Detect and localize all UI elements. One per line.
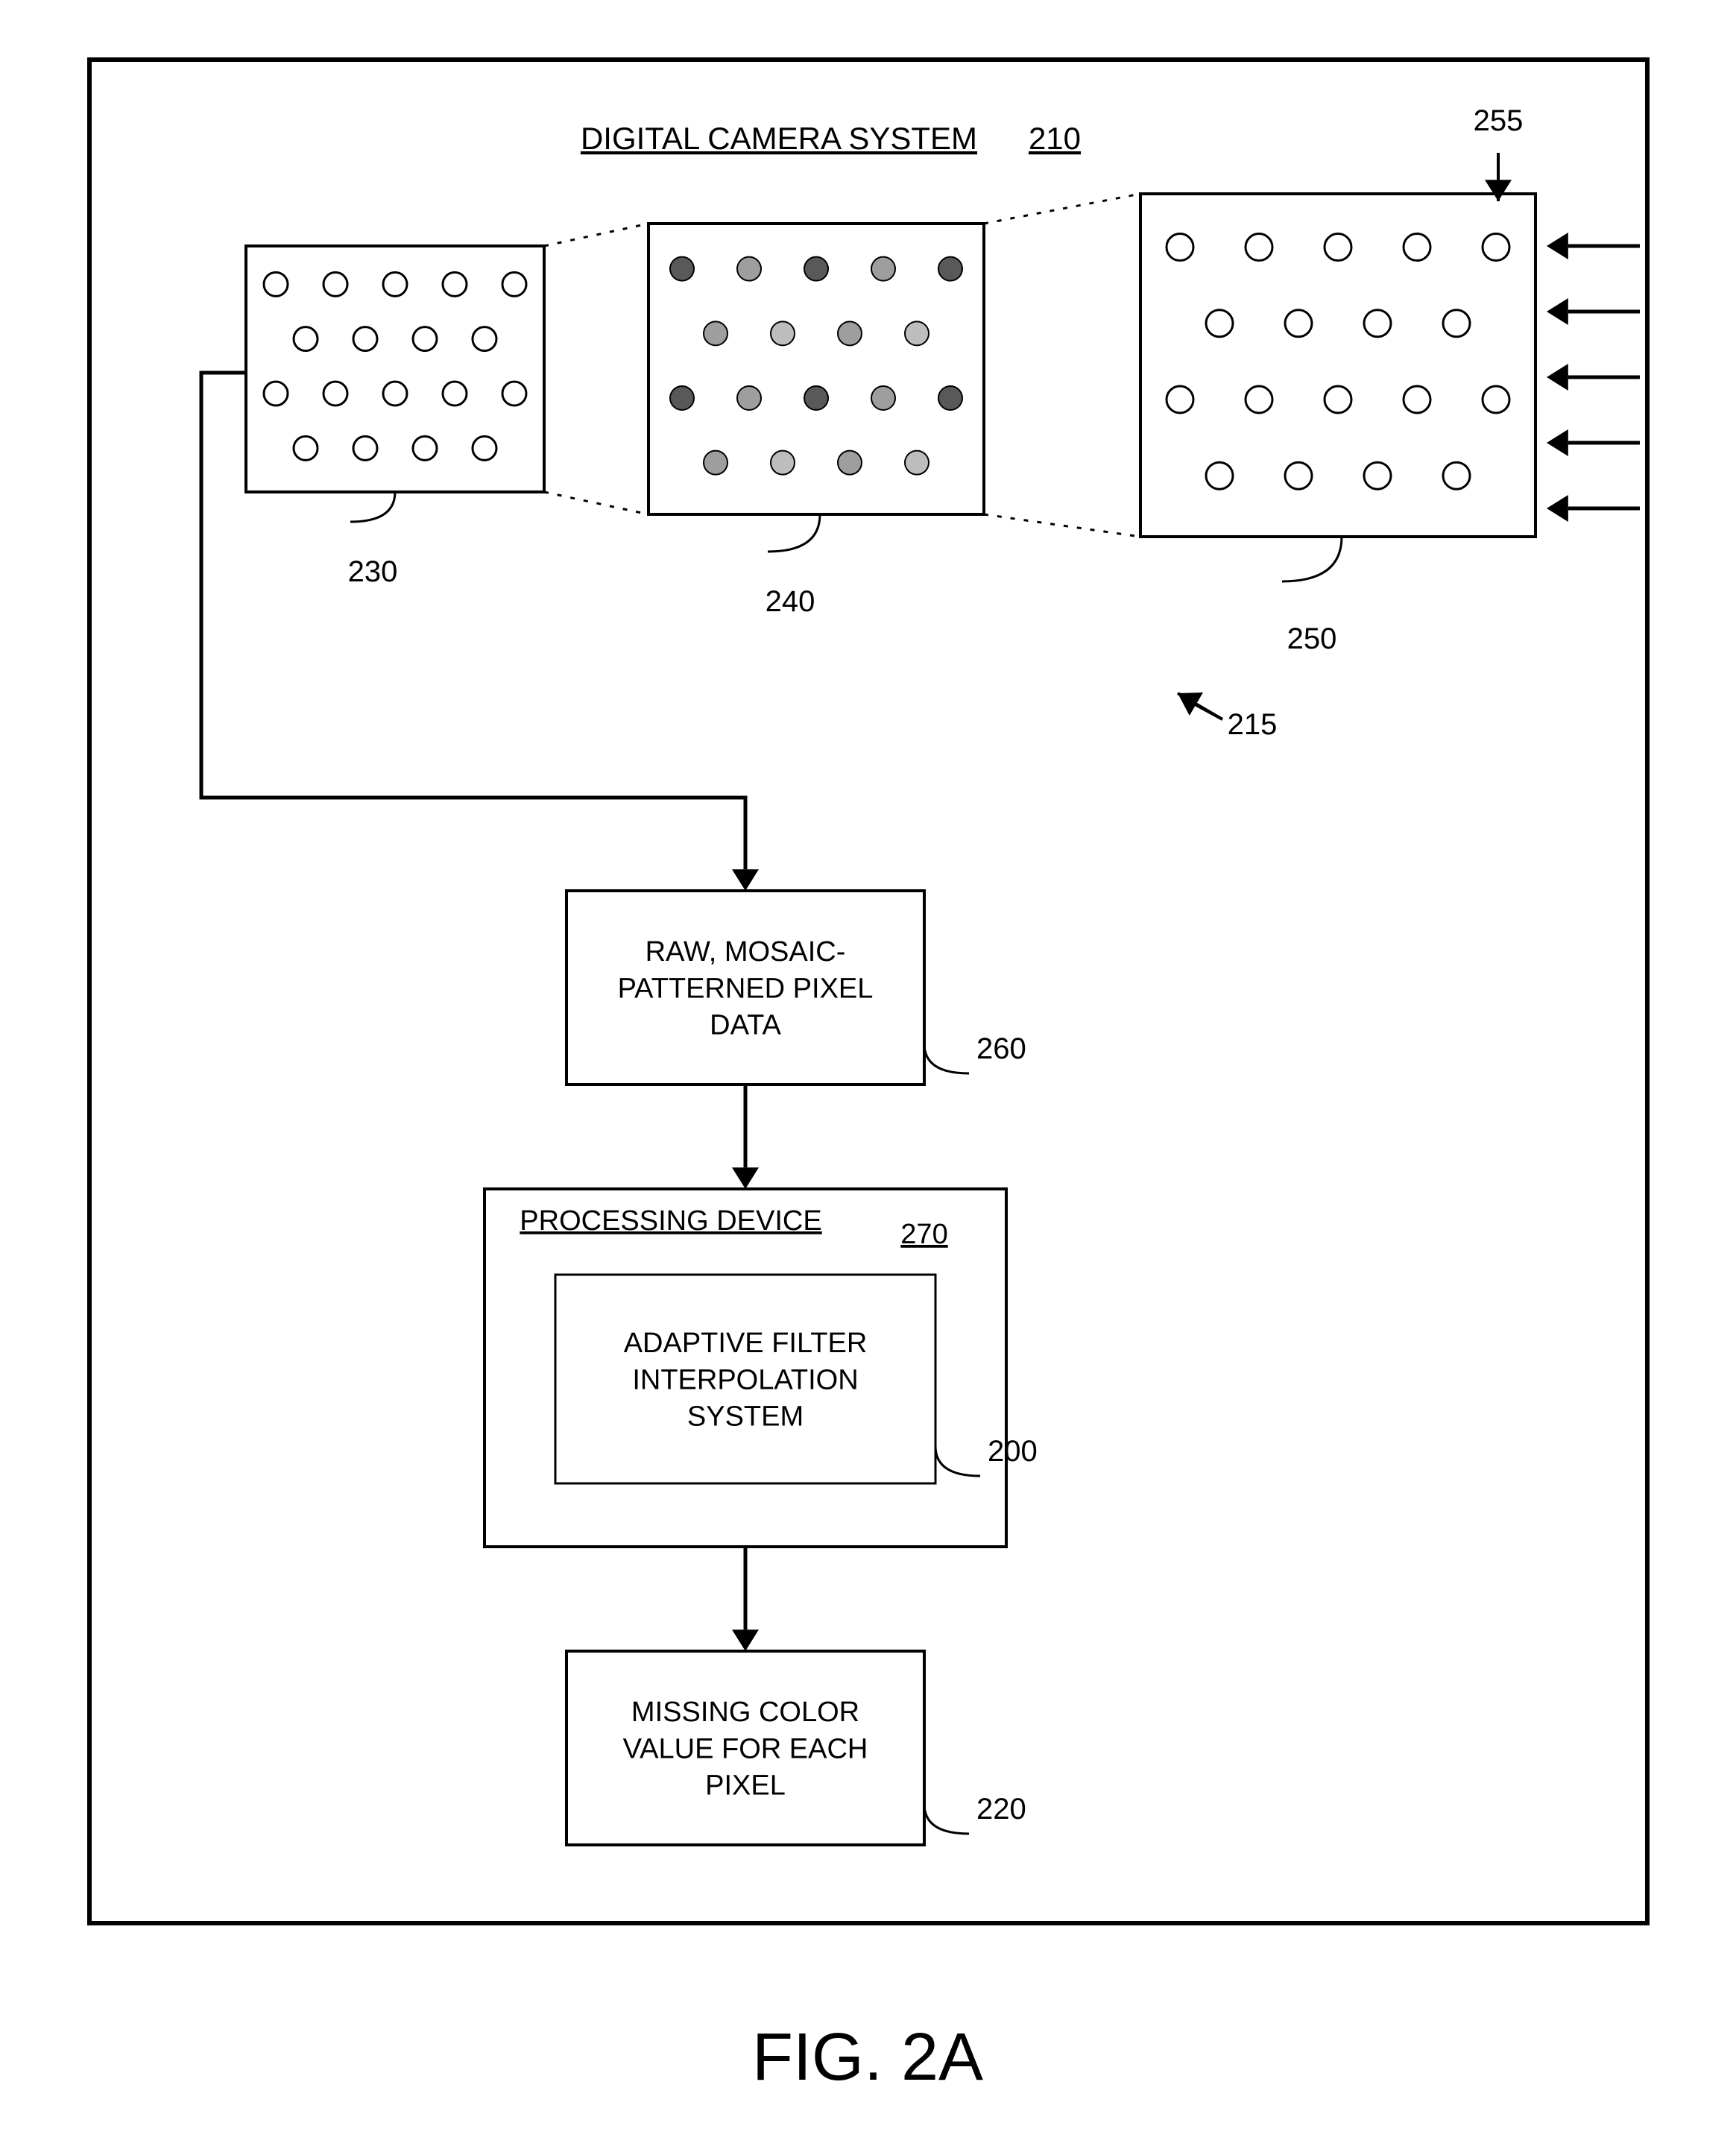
pixel-dot bbox=[704, 451, 727, 475]
adaptive-filter-box-text: SYSTEM bbox=[687, 1401, 804, 1433]
pixel-dot bbox=[871, 257, 895, 281]
pixel-dot bbox=[383, 382, 407, 406]
pixel-dot bbox=[1364, 310, 1391, 337]
pixel-dot bbox=[938, 257, 962, 281]
ref-270: 270 bbox=[900, 1219, 947, 1250]
pixel-dot bbox=[1246, 234, 1272, 261]
pixel-dot bbox=[1206, 310, 1233, 337]
pixel-dot bbox=[1285, 462, 1312, 489]
pixel-dot bbox=[1483, 234, 1509, 261]
raw-data-box-text: RAW, MOSAIC- bbox=[646, 936, 846, 968]
pixel-dot bbox=[804, 257, 828, 281]
pixel-dot bbox=[905, 321, 929, 345]
ref-260: 260 bbox=[976, 1032, 1026, 1065]
pixel-dot bbox=[838, 451, 862, 475]
pixel-dot bbox=[1167, 386, 1193, 413]
output-box-text: PIXEL bbox=[705, 1770, 786, 1802]
pixel-dot bbox=[413, 327, 437, 351]
panel-ref-left: 230 bbox=[348, 555, 398, 588]
pixel-dot bbox=[1364, 462, 1391, 489]
pixel-dot bbox=[323, 382, 347, 406]
pixel-dot bbox=[670, 386, 694, 410]
pixel-dot bbox=[264, 382, 288, 406]
pixel-dot bbox=[1404, 234, 1430, 261]
sensor-panel bbox=[1140, 194, 1535, 537]
pixel-dot bbox=[353, 436, 377, 460]
pixel-dot bbox=[1167, 234, 1193, 261]
pixel-dot bbox=[737, 257, 761, 281]
raw-data-box-text: DATA bbox=[710, 1010, 781, 1041]
pixel-dot bbox=[353, 327, 377, 351]
pixel-dot bbox=[443, 382, 467, 406]
pixel-dot bbox=[905, 451, 929, 475]
pixel-dot bbox=[704, 321, 727, 345]
processing-title: PROCESSING DEVICE bbox=[520, 1205, 821, 1237]
pixel-dot bbox=[737, 386, 761, 410]
pixel-dot bbox=[771, 451, 795, 475]
pixel-dot bbox=[323, 272, 347, 296]
pixel-dot bbox=[1246, 386, 1272, 413]
pixel-dot bbox=[294, 327, 318, 351]
pixel-dot bbox=[871, 386, 895, 410]
adaptive-filter-box-text: INTERPOLATION bbox=[632, 1364, 858, 1395]
output-box-text: VALUE FOR EACH bbox=[623, 1733, 868, 1764]
figure-label: FIG. 2A bbox=[752, 2020, 983, 2095]
pixel-dot bbox=[473, 436, 496, 460]
pixel-dot bbox=[1325, 386, 1351, 413]
ref-255: 255 bbox=[1474, 104, 1524, 137]
pixel-dot bbox=[413, 436, 437, 460]
output-box-text: MISSING COLOR bbox=[631, 1697, 859, 1728]
pixel-dot bbox=[383, 272, 407, 296]
pixel-dot bbox=[443, 272, 467, 296]
pixel-dot bbox=[1325, 234, 1351, 261]
pixel-dot bbox=[1285, 310, 1312, 337]
ref-220: 220 bbox=[976, 1793, 1026, 1826]
pixel-dot bbox=[1206, 462, 1233, 489]
ref-200: 200 bbox=[988, 1435, 1038, 1468]
pixel-dot bbox=[670, 257, 694, 281]
pixel-dot bbox=[473, 327, 496, 351]
system-title-ref: 210 bbox=[1029, 121, 1081, 156]
pixel-dot bbox=[264, 272, 288, 296]
adaptive-filter-box-text: ADAPTIVE FILTER bbox=[624, 1328, 868, 1359]
pixel-dot bbox=[1443, 310, 1470, 337]
pixel-dot bbox=[1483, 386, 1509, 413]
pixel-dot bbox=[502, 382, 526, 406]
pixel-dot bbox=[938, 386, 962, 410]
sensor-panel bbox=[246, 246, 544, 492]
pixel-dot bbox=[1443, 462, 1470, 489]
raw-data-box-text: PATTERNED PIXEL bbox=[618, 973, 874, 1004]
pixel-dot bbox=[1404, 386, 1430, 413]
system-title: DIGITAL CAMERA SYSTEM bbox=[581, 121, 977, 156]
panel-ref-right: 250 bbox=[1287, 622, 1337, 655]
pixel-dot bbox=[294, 436, 318, 460]
pixel-dot bbox=[771, 321, 795, 345]
panel-ref-middle: 240 bbox=[766, 585, 815, 618]
pixel-dot bbox=[804, 386, 828, 410]
pixel-dot bbox=[502, 272, 526, 296]
pixel-dot bbox=[838, 321, 862, 345]
ref-215: 215 bbox=[1228, 708, 1278, 741]
